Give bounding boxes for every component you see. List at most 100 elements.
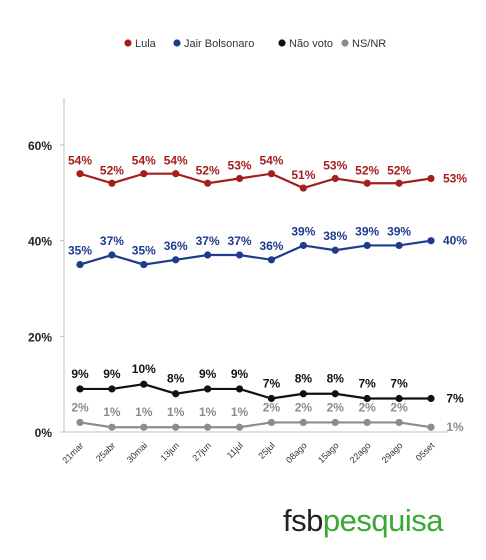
data-point <box>363 394 371 403</box>
x-tick-label: 08ago <box>284 440 309 465</box>
data-point <box>299 390 307 398</box>
data-point <box>395 418 403 427</box>
data-label: 1% <box>231 405 249 419</box>
data-label: 2% <box>263 400 281 414</box>
data-point <box>267 418 276 427</box>
data-label: 8% <box>327 372 345 386</box>
x-tick-label: 15ago <box>316 440 341 465</box>
data-point <box>427 237 435 245</box>
series-line <box>79 172 432 190</box>
data-label: 53% <box>228 158 252 172</box>
y-tick-label: 60% <box>28 139 52 153</box>
data-point <box>204 385 212 393</box>
legend-marker <box>278 39 286 47</box>
data-label: 1% <box>135 405 153 419</box>
data-label: 54% <box>259 154 283 168</box>
brand-logo: fsbpesquisa <box>283 503 443 539</box>
data-label: 2% <box>390 400 408 414</box>
series-line <box>80 383 431 400</box>
x-tick-label: 13jun <box>158 440 181 463</box>
data-label: 39% <box>387 224 411 238</box>
data-point <box>172 256 180 264</box>
data-label: 52% <box>355 163 379 177</box>
data-point <box>395 241 403 250</box>
data-label: 52% <box>196 163 220 177</box>
data-point <box>299 184 307 192</box>
data-point <box>331 246 339 254</box>
data-label: 54% <box>68 154 92 168</box>
data-label: 9% <box>103 367 121 381</box>
data-label: 51% <box>291 168 315 182</box>
data-point <box>172 423 180 431</box>
data-label: 40% <box>443 234 467 248</box>
data-label: 2% <box>71 400 89 414</box>
data-label: 10% <box>132 362 156 376</box>
data-label: 37% <box>228 234 252 248</box>
data-point <box>204 251 212 259</box>
legend-label: Jair Bolsonaro <box>184 38 254 50</box>
data-point <box>331 390 339 398</box>
data-point <box>299 418 307 427</box>
data-point <box>76 260 84 269</box>
data-label: 2% <box>327 400 345 414</box>
data-point <box>267 170 276 178</box>
x-tick-label: 22ago <box>348 440 373 465</box>
data-point <box>331 174 339 183</box>
data-point <box>363 179 371 187</box>
data-label: 53% <box>443 171 467 185</box>
brand-logo-part-pesquisa: pesquisa <box>322 503 444 538</box>
brand-logo-part-fsb: fsb <box>283 503 323 538</box>
series-line <box>79 239 432 266</box>
data-label: 1% <box>167 405 185 419</box>
data-point <box>235 174 244 183</box>
data-point <box>395 394 403 403</box>
y-tick-label: 20% <box>28 330 52 344</box>
data-point <box>267 256 276 264</box>
series-group: 54%52%54% 54%52% 53% 54%51%53% 52% 52%53%35%3… <box>68 154 467 435</box>
series-line <box>79 421 432 429</box>
data-label: 54% <box>132 154 156 168</box>
data-point <box>427 394 435 403</box>
y-tick-label: 40% <box>28 235 52 249</box>
data-point <box>76 170 84 178</box>
x-tick-label: 25jul <box>256 440 277 461</box>
data-label: 9% <box>71 367 89 381</box>
data-label: 36% <box>259 239 283 253</box>
data-point <box>108 423 116 431</box>
legend-label: NS/NR <box>352 38 386 50</box>
legend: Lula Jair Bolsonaro Não voto NS/NR <box>124 38 386 50</box>
data-point <box>76 385 84 393</box>
data-point <box>204 423 212 431</box>
data-point <box>172 170 180 178</box>
data-point <box>204 179 212 187</box>
x-tick-label: 05set <box>414 440 437 463</box>
x-tick-label: 27jun <box>190 440 213 463</box>
data-point <box>108 251 116 259</box>
data-label: 35% <box>132 244 156 258</box>
data-label: 39% <box>291 224 315 238</box>
line-chart: Lula Jair Bolsonaro Não voto NS/NR 0% 20% 40%… <box>28 38 467 465</box>
data-point <box>363 241 371 250</box>
data-point <box>363 418 371 427</box>
data-label: 8% <box>295 372 313 386</box>
series-ns-nr: 2% 1% 1% 1% 1% 1% 2% 2% 2% 2% 2% 1% <box>71 400 464 434</box>
data-point <box>140 380 148 388</box>
data-label: 7% <box>390 377 408 391</box>
data-point <box>331 418 339 427</box>
data-point <box>267 394 276 403</box>
data-point <box>140 260 148 269</box>
data-label: 38% <box>323 229 347 243</box>
data-label: 9% <box>199 367 217 381</box>
data-point <box>427 423 435 431</box>
series-jair-bolsonaro: 35% 37% 35% 36% 37% 37% 36% 39% 38% 39% 39% 40% <box>68 224 467 269</box>
legend-label: Lula <box>135 38 157 50</box>
x-tick-label: 21mar <box>60 440 85 465</box>
data-point <box>140 170 148 178</box>
data-label: 35% <box>68 244 92 258</box>
data-label: 7% <box>446 392 464 406</box>
data-label: 36% <box>164 239 188 253</box>
data-label: 53% <box>323 158 347 172</box>
data-label: 2% <box>295 400 313 414</box>
data-point <box>140 423 148 431</box>
